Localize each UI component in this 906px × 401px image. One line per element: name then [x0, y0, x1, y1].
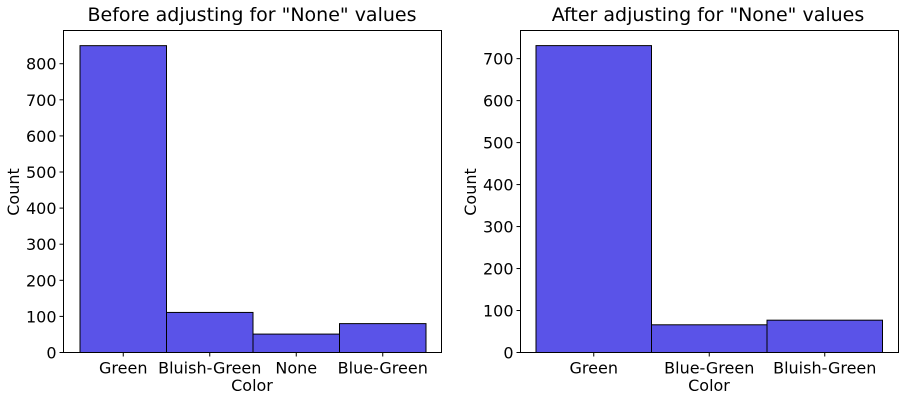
- x-axis-label: Color: [688, 376, 730, 395]
- x-tick-label: None: [275, 359, 317, 378]
- y-tick-label: 500: [483, 134, 514, 153]
- chart-before: Before adjusting for "None" values 0 100 2…: [4, 4, 442, 395]
- y-axis-ticks: 0 100 200 300 400 500 600 700: [483, 50, 521, 363]
- y-tick-label: 700: [483, 50, 514, 69]
- x-tick-label: Blue-Green: [338, 359, 428, 378]
- chart-after: After adjusting for "None" values 0 100 20…: [461, 4, 899, 395]
- y-tick-label: 300: [26, 235, 57, 254]
- bars: [535, 45, 883, 354]
- y-tick-label: 400: [483, 176, 514, 195]
- bar-0: [79, 45, 167, 353]
- bars: [79, 45, 427, 354]
- y-tick-label: 100: [26, 307, 57, 326]
- x-tick-label: Bluish-Green: [158, 359, 261, 378]
- y-tick-label: 500: [26, 163, 57, 182]
- x-axis-ticks: Green Blue-Green Bluish-Green: [570, 352, 876, 378]
- bar-0: [535, 45, 652, 353]
- y-tick-label: 300: [483, 218, 514, 237]
- x-tick-label: Blue-Green: [664, 359, 754, 378]
- bar-1: [651, 324, 768, 354]
- y-tick-label: 800: [26, 55, 57, 74]
- bar-1: [166, 311, 254, 353]
- bar-2: [252, 333, 340, 354]
- y-tick-label: 0: [46, 344, 56, 363]
- chart-title: After adjusting for "None" values: [552, 4, 865, 26]
- plot-frame: [63, 30, 442, 353]
- x-tick-label: Green: [99, 359, 147, 378]
- y-tick-label: 400: [26, 199, 57, 218]
- y-tick-label: 0: [503, 344, 513, 363]
- x-axis-ticks: Green Bluish-Green None Blue-Green: [99, 352, 428, 378]
- y-tick-label: 600: [483, 92, 514, 111]
- chart-title: Before adjusting for "None" values: [87, 4, 416, 26]
- y-axis-label: Count: [461, 168, 480, 216]
- x-tick-label: Green: [570, 359, 618, 378]
- x-tick-label: Bluish-Green: [773, 359, 876, 378]
- bar-3: [339, 323, 427, 353]
- y-tick-label: 200: [26, 271, 57, 290]
- y-axis-label: Count: [4, 168, 23, 216]
- y-tick-label: 600: [26, 127, 57, 146]
- y-tick-label: 100: [483, 302, 514, 321]
- y-tick-label: 200: [483, 260, 514, 279]
- x-axis-label: Color: [231, 376, 273, 395]
- plot-frame: [520, 30, 899, 353]
- y-tick-label: 700: [26, 91, 57, 110]
- y-axis-ticks: 0 100 200 300 400 500 600 700 800: [26, 55, 64, 363]
- bar-2: [766, 319, 883, 353]
